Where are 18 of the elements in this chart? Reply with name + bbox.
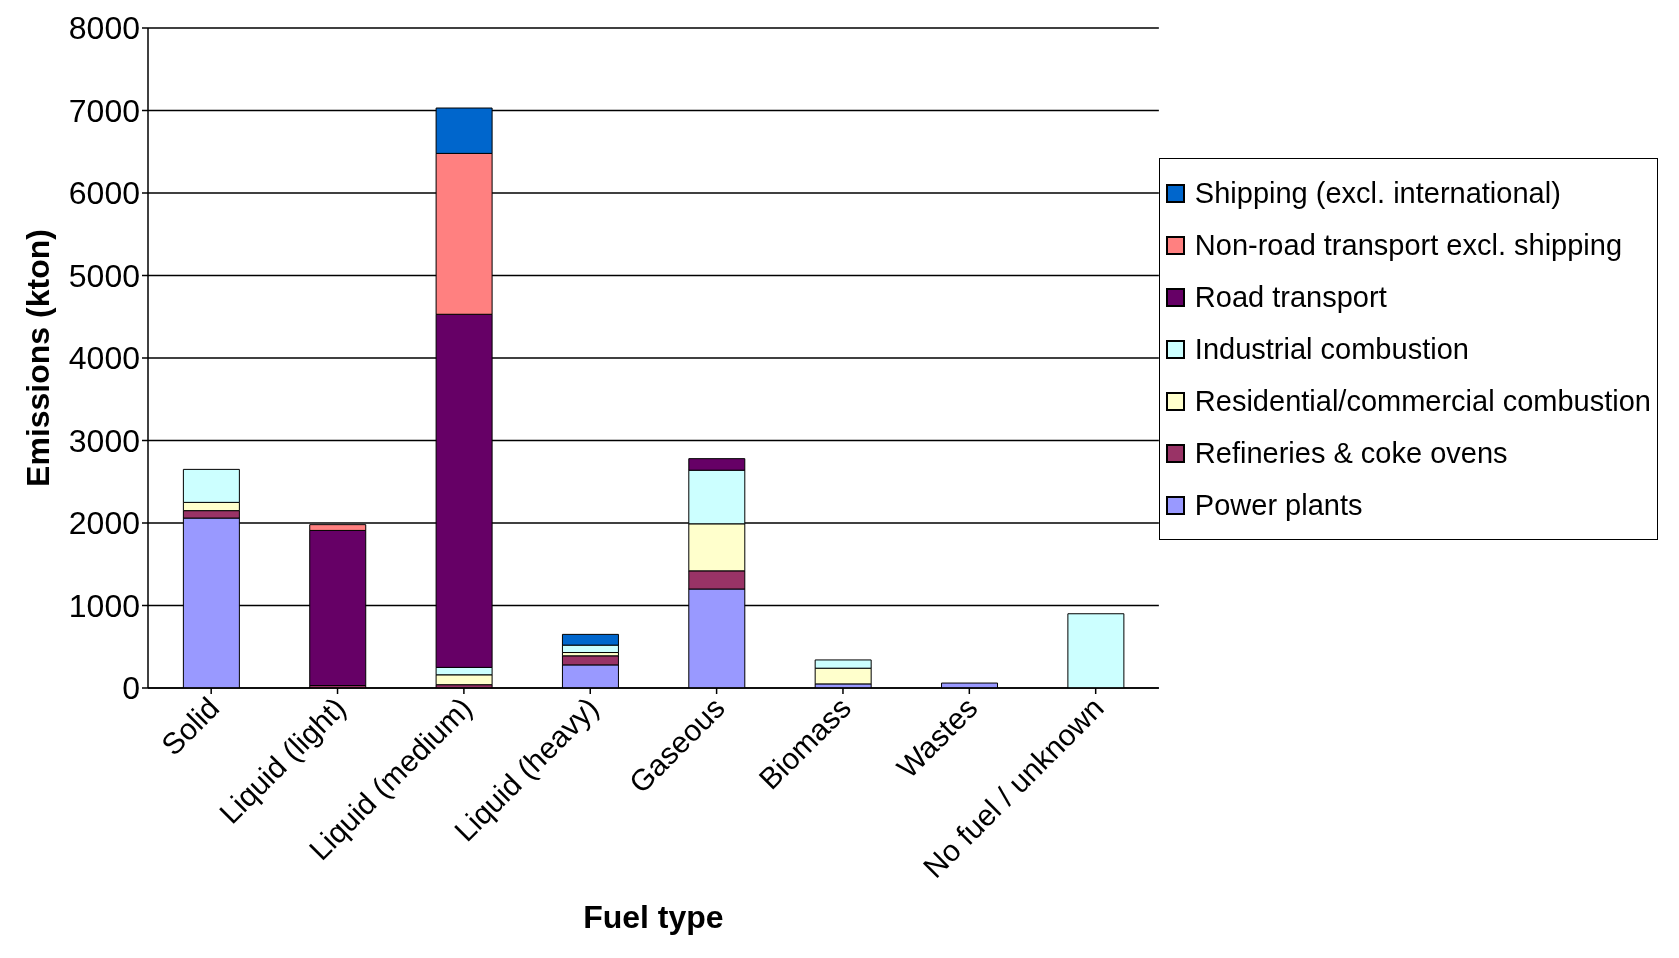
- legend-label: Shipping (excl. international): [1194, 176, 1561, 210]
- legend-label: Non-road transport excl. shipping: [1194, 228, 1623, 262]
- y-axis-title: Emissions (kton): [20, 229, 57, 487]
- y-tick-label: 0: [122, 670, 140, 707]
- x-axis-title: Fuel type: [583, 899, 724, 935]
- legend-label: Refineries & coke ovens: [1194, 436, 1508, 470]
- y-tick-label: 1000: [68, 587, 140, 624]
- y-tick-label: 4000: [68, 340, 140, 377]
- y-tick-label: 7000: [68, 92, 140, 129]
- legend-label: Industrial combustion: [1194, 332, 1469, 366]
- y-tick-label: 2000: [68, 505, 140, 542]
- y-tick-label: 6000: [68, 175, 140, 212]
- legend-label: Road transport: [1194, 280, 1387, 314]
- legend-label: Residential/commercial combustion: [1194, 384, 1651, 418]
- y-tick-label: 3000: [68, 422, 140, 459]
- y-tick-label: 8000: [68, 10, 140, 47]
- legend-label: Power plants: [1194, 488, 1363, 522]
- y-tick-label: 5000: [68, 257, 140, 294]
